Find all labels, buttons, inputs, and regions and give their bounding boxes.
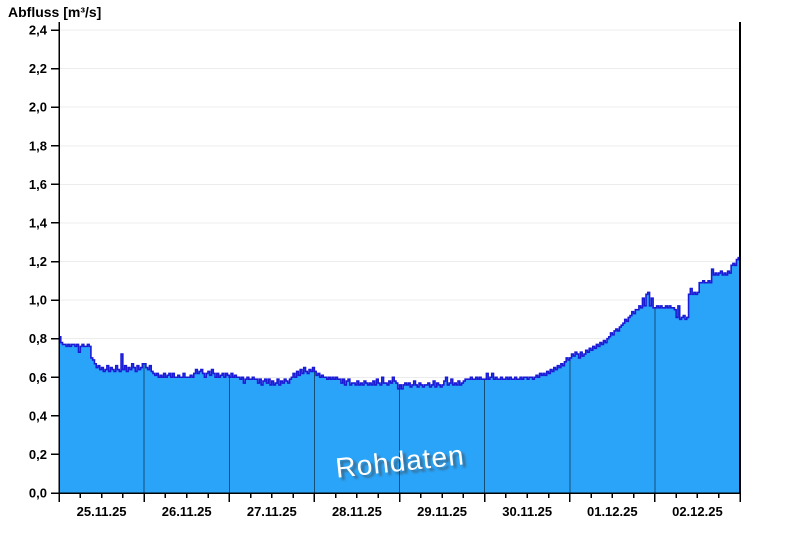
y-axis-tick-label: 1,6 <box>29 177 47 192</box>
y-axis-tick-label: 2,0 <box>29 100 47 115</box>
y-axis-tick-label: 0,4 <box>29 408 48 423</box>
y-axis-tick-label: 2,4 <box>29 23 48 38</box>
x-axis-day-label: 29.11.25 <box>417 504 467 519</box>
x-axis-day-label: 30.11.25 <box>502 504 552 519</box>
y-axis-tick-label: 2,2 <box>29 61 47 76</box>
x-axis-day-label: 25.11.25 <box>77 504 127 519</box>
y-axis-tick-label: 0,8 <box>29 331 47 346</box>
x-axis-day-label: 27.11.25 <box>247 504 297 519</box>
x-axis-day-label: 02.12.25 <box>672 504 723 519</box>
y-axis-tick-label: 0,2 <box>29 447 47 462</box>
y-axis-tick-label: 1,4 <box>29 215 48 230</box>
y-axis-tick-label: 0,6 <box>29 370 47 385</box>
y-axis-tick-label: 1,2 <box>29 254 47 269</box>
x-axis-day-label: 26.11.25 <box>162 504 212 519</box>
y-axis-title: Abfluss [m³/s] <box>8 4 102 20</box>
hydrograph-line <box>59 256 740 390</box>
x-axis-day-label: 28.11.25 <box>332 504 382 519</box>
x-axis-day-label: 01.12.25 <box>587 504 638 519</box>
y-axis-tick-label: 0,0 <box>29 486 47 501</box>
y-axis-tick-label: 1,8 <box>29 138 47 153</box>
y-axis-tick-label: 1,0 <box>29 293 47 308</box>
